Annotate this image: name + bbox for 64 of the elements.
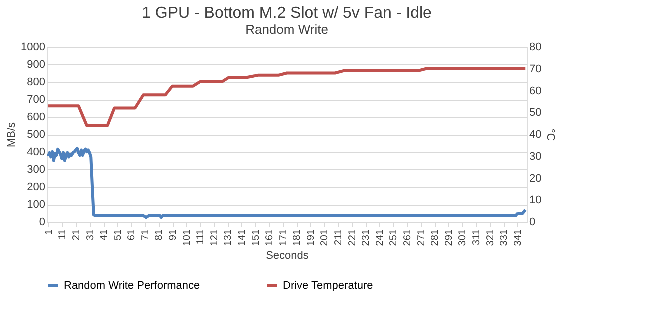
- line-series: [46, 67, 528, 128]
- x-tick-label: 301: [458, 229, 469, 246]
- chart-subtitle: Random Write: [246, 22, 328, 37]
- x-tick-label: 151: [250, 229, 262, 246]
- y2-tick-label: 0: [530, 216, 536, 228]
- y-tick-label: 400: [27, 146, 46, 158]
- line-series: [46, 147, 528, 220]
- x-tick-label: 281: [430, 229, 442, 246]
- y2-tick-label: 50: [530, 107, 542, 120]
- legend-label: Random Write Performance: [64, 280, 200, 292]
- y-tick-label: 300: [27, 164, 46, 176]
- y2-tick-label: 60: [530, 85, 542, 98]
- x-tick-label: 81: [154, 229, 166, 241]
- x-tick-label: 101: [182, 229, 193, 246]
- x-tick-label: 311: [471, 229, 482, 246]
- x-tick-label: 231: [361, 229, 372, 246]
- y-tick-label: 700: [27, 94, 46, 106]
- x-tick-label: 41: [99, 229, 110, 241]
- x-tick-label: 171: [278, 229, 290, 246]
- chart-title: 1 GPU - Bottom M.2 Slot w/ 5v Fan - Idle: [142, 5, 432, 22]
- x-tick-label: 271: [416, 229, 428, 246]
- y-tick-label: 100: [27, 199, 46, 211]
- x-tick-label: 131: [223, 229, 234, 246]
- x-tick-label: 221: [347, 229, 358, 246]
- y2-tick-label: 40: [530, 129, 542, 141]
- y-tick-label: 1000: [21, 42, 46, 54]
- x-tick-label: 141: [236, 229, 248, 246]
- y2-tick-label: 70: [530, 63, 542, 76]
- x-tick-label: 1: [44, 229, 55, 236]
- x-tick-label: 241: [374, 229, 386, 246]
- y2-tick-label: 20: [530, 172, 542, 185]
- x-tick-label: 211: [334, 229, 345, 246]
- x-tick-label: 21: [71, 229, 82, 241]
- y2-tick-label: 30: [530, 150, 542, 163]
- x-tick-label: 321: [485, 229, 496, 246]
- y2-axis-title: °C: [544, 128, 557, 142]
- x-tick-label: 341: [512, 229, 524, 246]
- x-tick-label: 191: [306, 229, 317, 246]
- x-tick-label: 161: [264, 229, 276, 246]
- y-tick-label: 800: [27, 76, 46, 88]
- x-tick-label: 121: [209, 229, 220, 246]
- y2-tick-label: 10: [530, 194, 542, 207]
- y-tick-label: 0: [39, 216, 46, 228]
- y-axis-title: MB/s: [6, 122, 18, 148]
- y-tick-label: 600: [27, 112, 46, 124]
- x-tick-label: 31: [85, 229, 96, 241]
- x-tick-label: 291: [444, 229, 455, 246]
- x-tick-label: 61: [126, 229, 138, 241]
- x-tick-label: 261: [402, 229, 414, 246]
- x-tick-label: 11: [58, 229, 69, 240]
- x-tick-label: 71: [140, 229, 152, 241]
- x-tick-label: 91: [168, 229, 180, 241]
- y-tick-label: 200: [27, 182, 46, 194]
- x-tick-label: 51: [112, 229, 124, 241]
- x-tick-label: 251: [388, 229, 400, 246]
- y-tick-label: 900: [27, 59, 46, 71]
- y-tick-label: 500: [27, 129, 46, 141]
- x-axis-title: Seconds: [266, 250, 310, 262]
- y2-tick-label: 80: [530, 42, 542, 54]
- x-tick-label: 111: [196, 229, 207, 245]
- legend-label: Drive Temperature: [283, 280, 374, 292]
- x-tick-label: 181: [292, 229, 304, 246]
- x-tick-label: 331: [499, 229, 510, 246]
- x-tick-label: 201: [320, 229, 331, 246]
